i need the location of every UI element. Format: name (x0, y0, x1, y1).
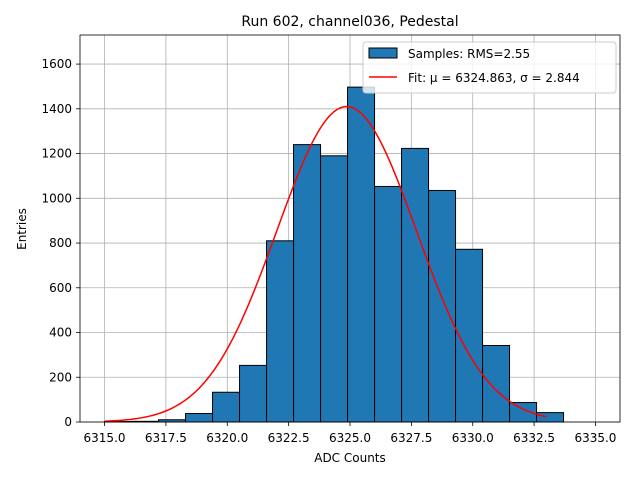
y-tick-label: 1000 (41, 191, 72, 205)
legend-frame (362, 41, 617, 94)
histogram-bar (536, 412, 565, 423)
histogram-bar (374, 185, 403, 423)
x-tick-label: 6317.5 (145, 431, 187, 445)
x-tick-label: 6322.5 (268, 431, 310, 445)
x-tick-label: 6330.0 (452, 431, 494, 445)
histogram-bar (482, 344, 511, 423)
x-tick-label: 6335.0 (574, 431, 616, 445)
x-axis-label: ADC Counts (314, 451, 386, 465)
x-tick-label: 6315.0 (84, 431, 126, 445)
y-tick-label: 600 (49, 281, 72, 295)
y-axis-ticks: 0 200 400 600 800 1000 1200 1400 1600 (41, 57, 80, 429)
legend-samples-label: Samples: RMS=2.55 (408, 47, 530, 61)
y-tick-label: 1600 (41, 57, 72, 71)
y-tick-label: 400 (49, 326, 72, 340)
legend-samples-swatch (368, 47, 398, 59)
y-axis-label: Entries (15, 208, 29, 250)
y-tick-label: 0 (64, 415, 72, 429)
histogram-bar (212, 391, 241, 423)
y-tick-label: 1400 (41, 102, 72, 116)
histogram-bar (401, 147, 430, 423)
x-tick-label: 6332.5 (513, 431, 555, 445)
y-tick-label: 1200 (41, 147, 72, 161)
y-tick-label: 200 (49, 370, 72, 384)
x-tick-label: 6327.5 (390, 431, 432, 445)
x-axis-ticks: 6315.0 6317.5 6320.0 6322.5 6325.0 6327.5 6330… (84, 422, 616, 445)
histogram-bar (428, 189, 457, 423)
histogram-bar (320, 155, 349, 423)
fit-curve (104, 105, 547, 422)
histogram-bar (185, 412, 214, 423)
histogram-bar (293, 144, 322, 423)
y-tick-label: 800 (49, 236, 72, 250)
histogram-bar (455, 248, 484, 423)
x-tick-label: 6325.0 (329, 431, 371, 445)
chart-title: Run 602, channel036, Pedestal (241, 14, 458, 30)
histogram-bar (347, 86, 376, 423)
legend-fit-label: Fit: μ = 6324.863, σ = 2.844 (408, 71, 580, 85)
histogram-bar (239, 364, 268, 423)
histogram-bar (266, 240, 295, 423)
x-tick-label: 6320.0 (206, 431, 248, 445)
legend: Samples: RMS=2.55 Fit: μ = 6324.863, σ =… (362, 41, 617, 94)
